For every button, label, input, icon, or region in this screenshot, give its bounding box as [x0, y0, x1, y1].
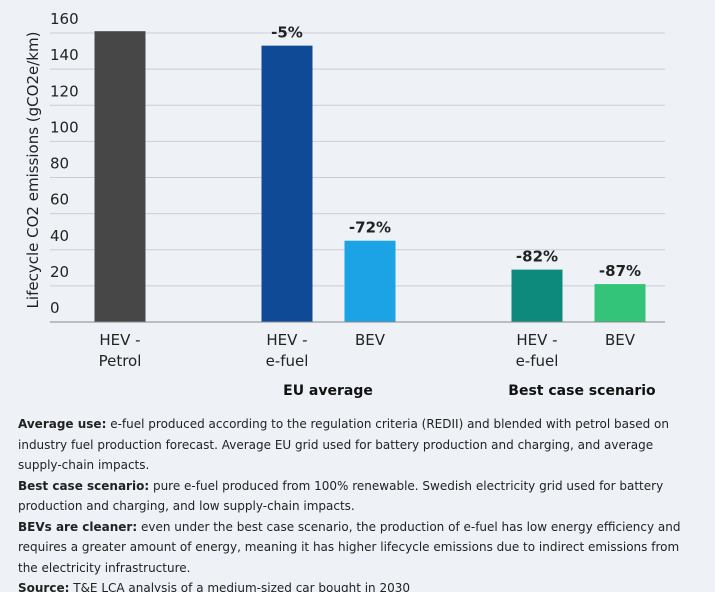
y-tick-label: 160 [50, 10, 79, 28]
y-tick-label: 100 [50, 118, 79, 136]
note-label: BEVs are cleaner: [18, 519, 138, 534]
y-tick-label: 80 [50, 155, 69, 173]
note-text: pure e-fuel produced from 100% renewable… [18, 478, 664, 514]
note-label: Best case scenario: [18, 478, 150, 493]
x-tick-label: HEV - e-fuel [265, 331, 309, 370]
note: Source: T&E LCA analysis of a medium-siz… [18, 578, 698, 592]
y-axis-label: Lifecycle CO2 emissions (gCO2e/km) [24, 32, 42, 309]
note-text: e-fuel produced according to the regulat… [18, 417, 669, 472]
y-tick-label: 140 [50, 46, 79, 64]
bar [94, 31, 146, 322]
bar [511, 269, 563, 322]
bar [261, 45, 313, 323]
y-tick-label: 120 [50, 82, 79, 100]
bar-annotation: -82% [516, 248, 558, 266]
notes: Average use: e-fuel produced according t… [18, 414, 698, 592]
note: Best case scenario: pure e-fuel produced… [18, 476, 698, 517]
x-tick-label: BEV [604, 331, 636, 349]
y-tick-label: 20 [50, 263, 69, 281]
note: BEVs are cleaner: even under the best ca… [18, 517, 698, 579]
y-tick-label: 60 [50, 191, 69, 209]
y-tick-label: 0 [50, 299, 60, 317]
group-label: EU average [283, 383, 373, 399]
y-tick-label: 40 [50, 227, 69, 245]
x-tick-label: HEV - Petrol [98, 331, 142, 370]
note-label: Source: [18, 581, 70, 592]
bar-annotation: -72% [349, 219, 391, 237]
bar-annotation: -5% [271, 24, 303, 42]
x-tick-label: HEV - e-fuel [515, 331, 559, 370]
bar [594, 284, 646, 322]
bar [344, 240, 396, 322]
bar-annotation: -87% [599, 262, 641, 280]
note-text: even under the best case scenario, the p… [18, 519, 681, 575]
note-label: Average use: [18, 417, 107, 431]
note-text: T&E LCA analysis of a medium-sized car b… [73, 581, 411, 592]
group-label: Best case scenario [508, 383, 656, 399]
note: Average use: e-fuel produced according t… [18, 414, 698, 476]
x-tick-label: BEV [354, 331, 386, 349]
chart: Lifecycle CO2 emissions (gCO2e/km) 0 20 40… [24, 10, 665, 323]
